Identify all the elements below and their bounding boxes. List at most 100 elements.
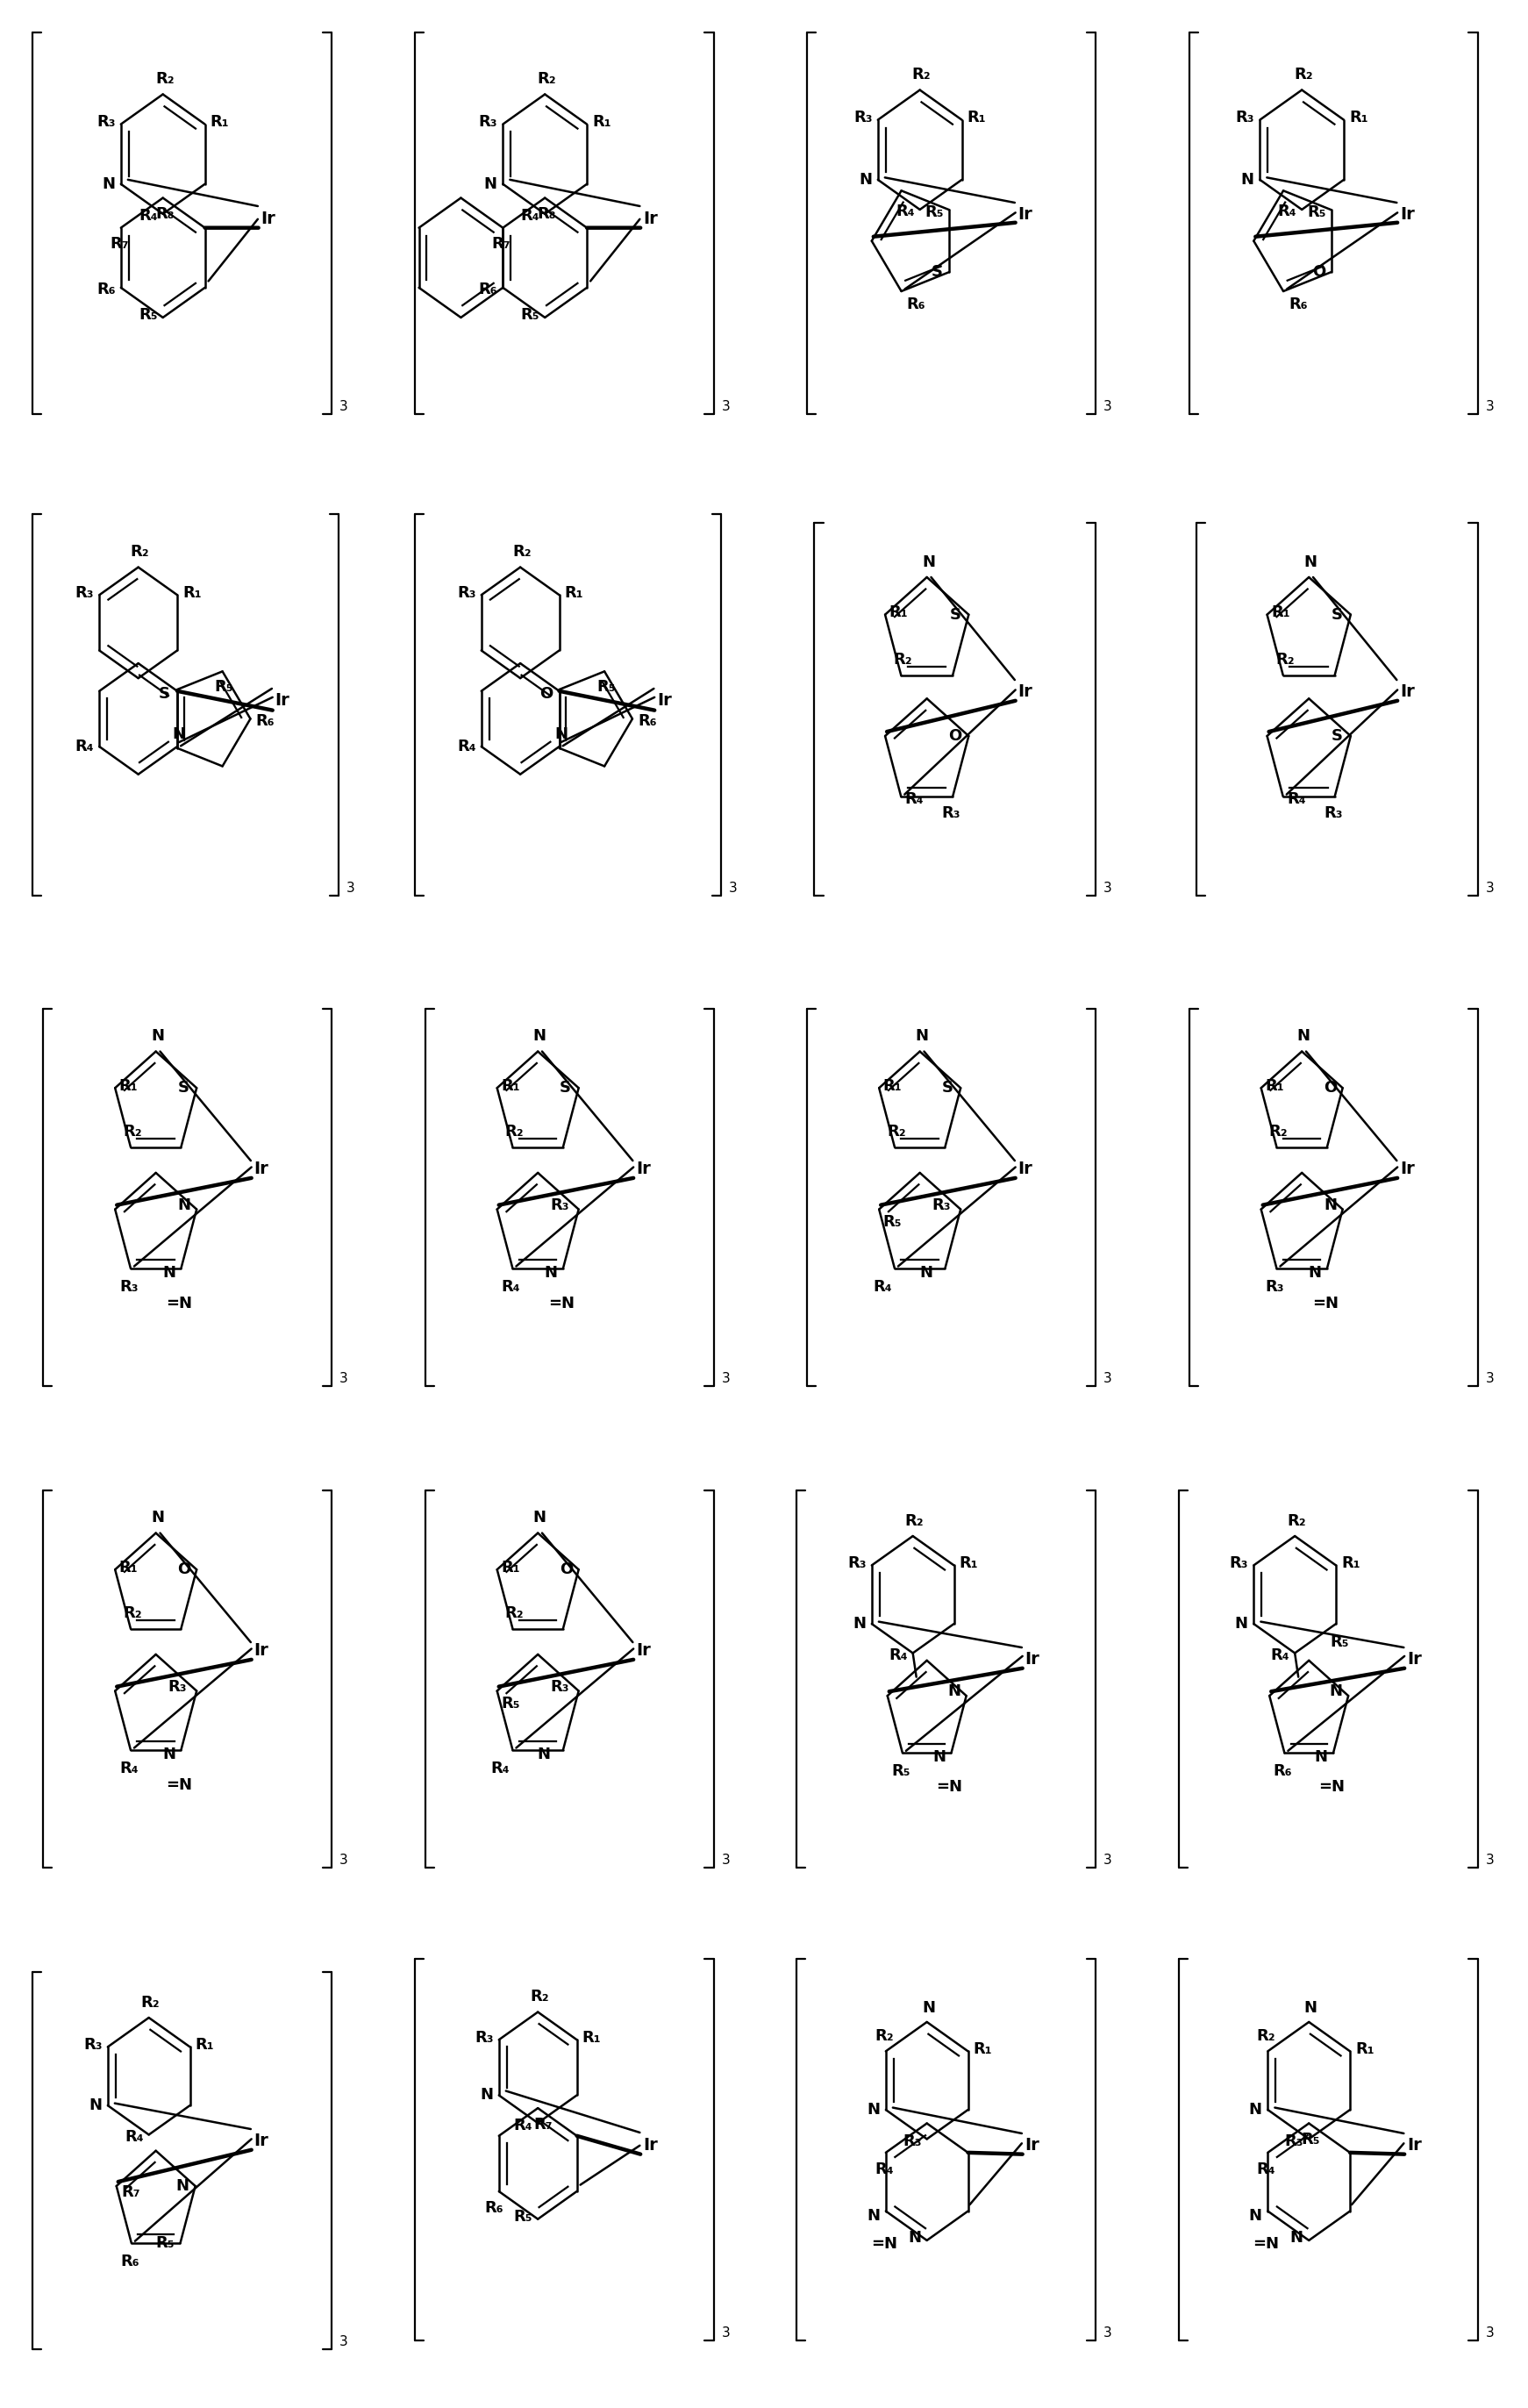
Text: R₂: R₂ xyxy=(538,72,556,87)
Text: Ir: Ir xyxy=(1018,684,1033,701)
Text: R₅: R₅ xyxy=(1329,1635,1349,1649)
Text: 3: 3 xyxy=(1485,1854,1494,1866)
Text: R₈: R₈ xyxy=(156,207,174,222)
Text: S: S xyxy=(1331,727,1343,744)
Text: R₃: R₃ xyxy=(75,585,95,600)
Text: R₄: R₄ xyxy=(125,2129,144,2146)
Text: Ir: Ir xyxy=(1025,1652,1039,1669)
Text: O: O xyxy=(1323,1081,1337,1096)
Text: R₃: R₃ xyxy=(457,585,477,600)
Text: R₃: R₃ xyxy=(550,1197,568,1214)
Text: =N: =N xyxy=(937,1780,963,1794)
Text: R₁: R₁ xyxy=(967,111,986,125)
Text: R₁: R₁ xyxy=(211,113,229,130)
Text: Ir: Ir xyxy=(261,212,275,226)
Text: N: N xyxy=(921,2001,935,2015)
Text: R₁: R₁ xyxy=(883,1079,902,1093)
Text: R₁: R₁ xyxy=(1265,1079,1284,1093)
Text: N: N xyxy=(915,1028,927,1045)
Text: R₂: R₂ xyxy=(504,1125,524,1139)
Text: N: N xyxy=(1235,1616,1248,1633)
Text: N: N xyxy=(1303,554,1317,571)
Text: R₃: R₃ xyxy=(932,1197,950,1214)
Text: R₄: R₄ xyxy=(75,739,95,754)
Text: R₆: R₆ xyxy=(484,2201,503,2215)
Text: =N: =N xyxy=(1313,1296,1339,1310)
Text: R₄: R₄ xyxy=(119,1760,139,1777)
Text: R₄: R₄ xyxy=(895,205,915,219)
Text: Ir: Ir xyxy=(254,1642,269,1659)
Text: R₃: R₃ xyxy=(941,804,961,821)
Text: Ir: Ir xyxy=(254,1161,269,1178)
Text: S: S xyxy=(949,607,961,624)
Text: R₁: R₁ xyxy=(1342,1556,1360,1570)
Text: R₆: R₆ xyxy=(1288,296,1308,313)
Text: N: N xyxy=(484,176,497,193)
Text: R₅: R₅ xyxy=(1306,205,1326,219)
Text: N: N xyxy=(859,171,872,188)
Text: N: N xyxy=(947,1683,961,1700)
Text: N: N xyxy=(1329,1683,1343,1700)
Text: N: N xyxy=(908,2230,921,2247)
Text: =N: =N xyxy=(167,1296,193,1310)
Text: R₆: R₆ xyxy=(96,282,116,299)
Text: N: N xyxy=(1314,1751,1328,1765)
Text: Ir: Ir xyxy=(1400,207,1415,224)
Text: N: N xyxy=(177,1197,191,1214)
Text: R₄: R₄ xyxy=(513,2117,533,2133)
Text: 3: 3 xyxy=(1485,881,1494,893)
Text: Ir: Ir xyxy=(1407,2138,1421,2153)
Text: Ir: Ir xyxy=(1407,1652,1421,1669)
Text: N: N xyxy=(1241,171,1254,188)
Text: N: N xyxy=(1248,2102,1262,2117)
Text: R₃: R₃ xyxy=(1265,1279,1285,1296)
Text: R₄: R₄ xyxy=(905,790,924,807)
Text: R₁: R₁ xyxy=(182,585,202,600)
Text: R₅: R₅ xyxy=(139,308,157,323)
Text: Ir: Ir xyxy=(643,2138,657,2153)
Text: Ir: Ir xyxy=(275,694,290,708)
Text: 3: 3 xyxy=(721,1373,730,1385)
Text: S: S xyxy=(1331,607,1343,624)
Text: R₅: R₅ xyxy=(215,679,234,694)
Text: N: N xyxy=(151,1028,163,1045)
Text: R₅: R₅ xyxy=(501,1695,520,1712)
Text: N: N xyxy=(1248,2208,1262,2223)
Text: 3: 3 xyxy=(339,2336,348,2348)
Text: R₂: R₂ xyxy=(504,1606,524,1621)
Text: R₁: R₁ xyxy=(889,604,908,621)
Text: 3: 3 xyxy=(721,400,730,412)
Text: O: O xyxy=(559,1563,573,1577)
Text: R₄: R₄ xyxy=(139,207,157,224)
Text: N: N xyxy=(1290,2230,1303,2247)
Text: Ir: Ir xyxy=(643,212,657,226)
Text: 3: 3 xyxy=(339,400,348,412)
Text: N: N xyxy=(162,1264,176,1281)
Text: R₂: R₂ xyxy=(1287,1512,1306,1529)
Text: R₄: R₄ xyxy=(1277,205,1297,219)
Text: S: S xyxy=(559,1081,571,1096)
Text: R₃: R₃ xyxy=(1230,1556,1248,1570)
Text: 3: 3 xyxy=(721,2326,730,2338)
Text: R₂: R₂ xyxy=(1294,67,1313,82)
Text: S: S xyxy=(931,265,943,279)
Text: R₂: R₂ xyxy=(1268,1125,1288,1139)
Text: 3: 3 xyxy=(1103,1373,1112,1385)
Text: R₃: R₃ xyxy=(1236,111,1254,125)
Text: R₂: R₂ xyxy=(130,544,150,561)
Text: N: N xyxy=(921,554,935,571)
Text: N: N xyxy=(102,176,115,193)
Text: R₂: R₂ xyxy=(122,1606,142,1621)
Text: 3: 3 xyxy=(339,1854,348,1866)
Text: 3: 3 xyxy=(1485,400,1494,412)
Text: R₄: R₄ xyxy=(889,1647,908,1664)
Text: R₄: R₄ xyxy=(457,739,477,754)
Text: Ir: Ir xyxy=(1025,2138,1039,2153)
Text: R₂: R₂ xyxy=(886,1125,906,1139)
Text: R₂: R₂ xyxy=(512,544,532,561)
Text: R₃: R₃ xyxy=(119,1279,139,1296)
Text: N: N xyxy=(176,2179,188,2194)
Text: R₃: R₃ xyxy=(478,113,498,130)
Text: R₅: R₅ xyxy=(1302,2131,1320,2148)
Text: S: S xyxy=(177,1081,189,1096)
